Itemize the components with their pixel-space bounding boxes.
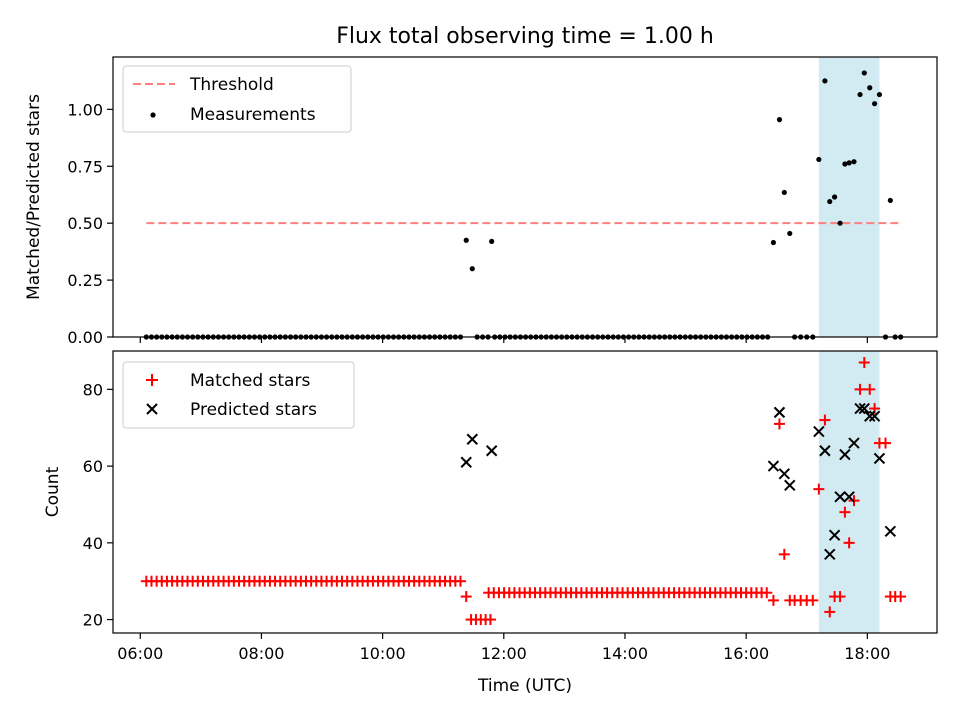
measurement-point xyxy=(463,237,469,243)
bottom-xtick-label: 16:00 xyxy=(723,644,769,663)
top-ytick-label: 0.25 xyxy=(67,271,103,290)
matched-point xyxy=(454,575,466,587)
measurement-point xyxy=(887,197,893,204)
measurement-point xyxy=(469,266,475,272)
predicted-point xyxy=(824,548,836,561)
legend-matched-swatch xyxy=(146,374,158,386)
measurement-point xyxy=(861,70,867,76)
matched-point xyxy=(767,594,779,606)
top-legend-box xyxy=(122,65,352,133)
measurement-point xyxy=(867,85,873,91)
matched-point xyxy=(843,537,855,549)
matched-point xyxy=(807,594,819,606)
predicted-point xyxy=(834,491,846,503)
bottom-xtick-label: 14:00 xyxy=(602,644,648,663)
predicted-point xyxy=(873,452,886,465)
legend-threshold-label: Threshold xyxy=(189,75,274,95)
bottom-legend-box xyxy=(122,361,355,429)
predicted-point xyxy=(868,410,881,422)
top-ylabel: Matched/Predicted stars xyxy=(24,94,44,300)
top-legend: Threshold Measurements xyxy=(122,65,352,133)
bottom-ytick-label: 80 xyxy=(83,380,103,399)
legend-measurements-label: Measurements xyxy=(190,105,316,125)
predicted-point xyxy=(854,402,866,415)
measurement-point xyxy=(842,161,848,167)
measurement-point xyxy=(876,91,883,98)
predicted-point xyxy=(773,406,786,419)
matched-point xyxy=(761,587,773,599)
predicted-point xyxy=(839,448,851,461)
measurement-point xyxy=(851,159,857,165)
legend-predicted-swatch xyxy=(146,403,158,415)
top-shaded-window xyxy=(818,57,880,337)
matched-point xyxy=(834,591,846,603)
matched-point xyxy=(484,614,496,626)
legend-measurements-swatch xyxy=(150,112,156,118)
bottom-shaded-window xyxy=(818,351,880,633)
bottom-xtick-label: 18:00 xyxy=(844,644,890,663)
predicted-point xyxy=(828,529,841,541)
bottom-xtick-label: 08:00 xyxy=(238,644,284,663)
predicted-point xyxy=(858,402,871,415)
predicted-point xyxy=(466,433,478,445)
predicted-point xyxy=(784,479,796,491)
measurement-point xyxy=(787,230,793,237)
bottom-xlabel: Time (UTC) xyxy=(477,676,572,696)
measurement-point xyxy=(857,91,863,98)
measurement-point xyxy=(781,189,787,196)
bottom-xtick-label: 10:00 xyxy=(360,644,406,663)
bottom-xtick-label: 06:00 xyxy=(117,644,163,663)
matched-point xyxy=(880,437,891,449)
matched-point xyxy=(773,418,785,430)
top-ytick-label: 0.75 xyxy=(67,157,103,176)
predicted-point xyxy=(843,491,855,503)
bottom-ytick-label: 20 xyxy=(83,611,103,630)
measurement-point xyxy=(846,160,852,166)
top-ytick-label: 0.00 xyxy=(67,328,103,347)
bottom-xtick-label: 12:00 xyxy=(481,644,527,663)
matched-point xyxy=(778,548,790,560)
measurement-point xyxy=(816,156,822,163)
matched-point xyxy=(839,506,851,518)
matched-point xyxy=(813,483,825,495)
chart-title: Flux total observing time = 1.00 h xyxy=(336,24,714,49)
predicted-point xyxy=(848,437,860,449)
bottom-ytick-label: 40 xyxy=(83,534,103,553)
top-panel: 0.00 0.25 0.50 0.75 1.00 Matched/Predicted s… xyxy=(24,56,938,347)
legend-matched-label: Matched stars xyxy=(190,371,310,391)
measurement-point xyxy=(832,194,838,200)
bottom-ylabel: Count xyxy=(43,466,63,517)
matched-point xyxy=(460,591,472,603)
matched-point xyxy=(819,414,831,426)
measurement-point xyxy=(837,220,843,226)
predicted-point xyxy=(864,410,876,422)
measurement-point xyxy=(871,101,878,107)
legend-predicted-label: Predicted stars xyxy=(190,400,317,420)
bottom-ytick-label: 60 xyxy=(83,457,103,476)
top-axes-frame xyxy=(112,56,938,338)
predicted-point xyxy=(460,456,472,468)
predicted-point xyxy=(813,425,825,438)
bottom-panel: 20 40 60 80 06:00 08:00 10:00 12:00 14:00 16:00 18… xyxy=(43,350,938,696)
top-ytick-label: 0.50 xyxy=(67,214,103,233)
matched-point xyxy=(854,383,866,395)
matched-point xyxy=(858,357,870,369)
predicted-point xyxy=(767,460,780,472)
measurement-point xyxy=(489,238,495,244)
measurement-point xyxy=(827,198,833,205)
measurement-point xyxy=(776,117,783,123)
bottom-legend: Matched stars Predicted stars xyxy=(122,361,355,429)
predicted-point xyxy=(884,525,897,538)
top-ytick-label: 1.00 xyxy=(67,100,103,119)
matched-point xyxy=(824,606,836,618)
matched-point xyxy=(895,591,907,603)
matched-point xyxy=(864,383,876,395)
predicted-point xyxy=(485,445,498,457)
measurement-point xyxy=(822,78,828,84)
predicted-point xyxy=(778,468,791,480)
bottom-axes-frame xyxy=(112,350,938,634)
predicted-point xyxy=(819,445,831,457)
measurement-point xyxy=(770,239,777,246)
